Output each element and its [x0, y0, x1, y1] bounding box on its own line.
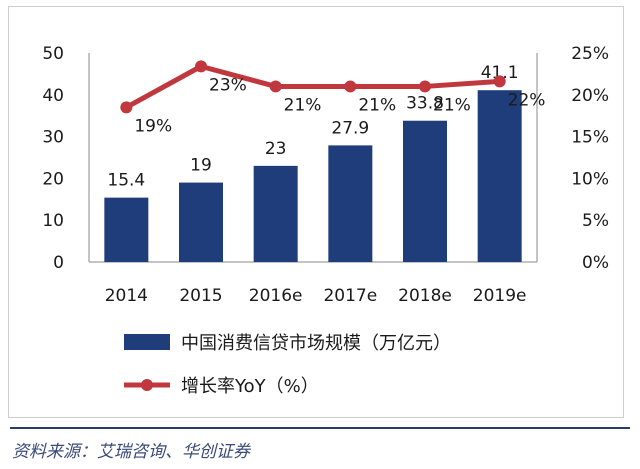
- growth-point: [120, 101, 133, 114]
- chart-frame: 0 10 20 30 40 50 0% 5% 10% 15% 20% 25% 15.4 19 23 27.9 3…: [8, 6, 624, 418]
- x-category-label: 2018e: [398, 286, 452, 306]
- bar: [253, 165, 298, 262]
- growth-point: [344, 80, 357, 93]
- bar-value-label: 27.9: [331, 118, 369, 138]
- y-right-tick-label: 15%: [571, 128, 609, 148]
- x-category-label: 2015: [179, 286, 222, 306]
- bar-value-label: 23: [265, 139, 287, 159]
- growth-point: [195, 60, 207, 73]
- y-right-tick-label: 25%: [571, 44, 609, 64]
- y-left-tick-label: 0: [53, 253, 64, 273]
- source-text: 资料来源：艾瑞咨询、华创证券: [12, 442, 250, 462]
- legend-bar-swatch: [124, 334, 170, 350]
- growth-value-label: 19%: [134, 116, 172, 136]
- growth-point: [493, 75, 506, 88]
- growth-value-label: 21%: [284, 95, 322, 115]
- bar-value-label: 41.1: [481, 63, 519, 83]
- bar-value-label: 33.8: [406, 94, 444, 114]
- bar-value-label: 19: [190, 156, 212, 176]
- source-footer: 资料来源：艾瑞咨询、华创证券: [10, 427, 630, 467]
- combo-chart: 0 10 20 30 40 50 0% 5% 10% 15% 20% 25% 15.4 19 23 27.9 3…: [42, 44, 609, 397]
- bar: [104, 197, 149, 262]
- bar-value-label: 15.4: [107, 171, 145, 191]
- bar: [328, 145, 373, 262]
- y-right-tick-label: 0%: [582, 253, 609, 273]
- growth-value-label: 23%: [209, 75, 247, 95]
- y-right-tick-label: 20%: [571, 86, 609, 106]
- legend-line-marker: [141, 379, 153, 391]
- y-right-tick-label: 5%: [582, 211, 609, 231]
- y-left-tick-label: 20: [42, 169, 64, 189]
- x-category-label: 2014: [105, 286, 148, 306]
- x-category-label: 2017e: [323, 286, 377, 306]
- growth-point: [419, 80, 431, 93]
- y-left-tick-label: 30: [42, 128, 64, 148]
- x-category-label: 2019e: [473, 286, 527, 306]
- growth-value-label: 21%: [358, 95, 396, 115]
- legend-bar-label: 中国消费信贷市场规模（万亿元）: [181, 333, 451, 354]
- growth-value-label: 21%: [433, 95, 471, 115]
- y-left-tick-label: 10: [42, 211, 64, 231]
- bar: [403, 120, 447, 262]
- bar: [477, 90, 522, 263]
- growth-point: [269, 80, 282, 93]
- growth-value-label: 22%: [508, 90, 546, 110]
- growth-line: [125, 63, 500, 110]
- x-category-label: 2016e: [249, 286, 303, 306]
- y-left-tick-label: 40: [42, 86, 64, 106]
- bar: [179, 182, 223, 262]
- y-left-tick-label: 50: [42, 44, 64, 64]
- y-right-tick-label: 10%: [571, 169, 609, 189]
- legend-line-label: 增长率YoY（%）: [181, 376, 319, 397]
